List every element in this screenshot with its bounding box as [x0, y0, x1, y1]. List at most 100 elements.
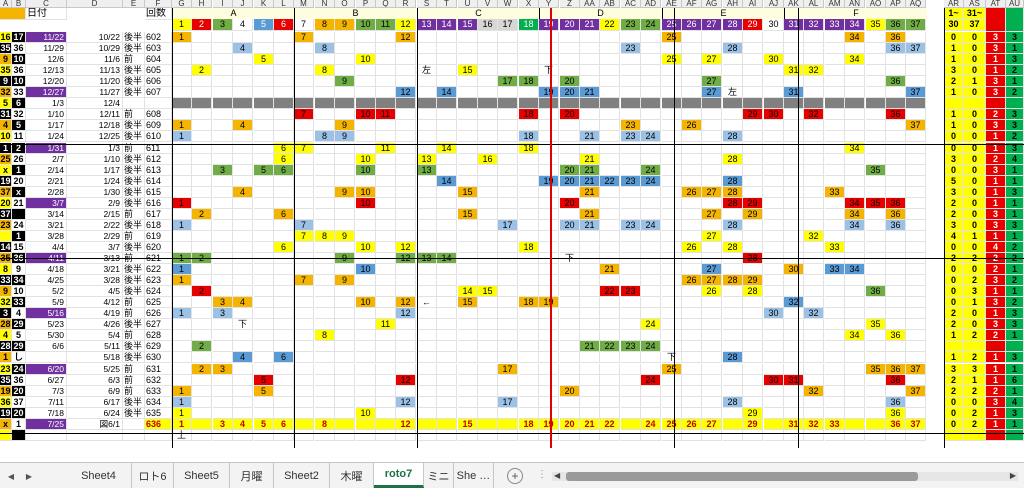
number-cell[interactable] [743, 131, 763, 142]
number-cell[interactable] [845, 375, 865, 386]
number-cell[interactable]: 1 [172, 32, 192, 43]
column-header[interactable]: K [254, 0, 274, 8]
number-cell[interactable]: 12 [396, 375, 416, 386]
number-cell[interactable] [723, 54, 743, 65]
number-cell[interactable] [172, 65, 192, 76]
number-cell[interactable] [784, 364, 804, 375]
number-cell[interactable] [662, 264, 682, 275]
number-cell[interactable] [866, 143, 886, 154]
number-cell[interactable] [172, 143, 192, 154]
number-cell[interactable] [294, 120, 314, 131]
number-cell[interactable] [764, 43, 784, 54]
row-date-c[interactable]: 5/2 [26, 286, 67, 297]
number-cell[interactable] [437, 264, 457, 275]
number-cell[interactable] [519, 286, 539, 297]
number-cell[interactable] [172, 330, 192, 341]
number-cell[interactable] [621, 386, 641, 397]
row-as[interactable]: 0 [964, 397, 986, 408]
row-date-c[interactable]: 3/28 [26, 231, 67, 242]
number-cell[interactable] [886, 430, 906, 441]
number-cell[interactable] [621, 297, 641, 308]
number-cell[interactable]: 25 [662, 54, 682, 65]
row-date-c[interactable]: 12/27 [26, 87, 67, 98]
number-cell[interactable] [254, 154, 274, 165]
number-cell[interactable] [519, 364, 539, 375]
number-cell[interactable]: 37 [906, 386, 926, 397]
number-cell[interactable] [274, 220, 294, 231]
number-cell[interactable] [539, 242, 559, 253]
number-cell[interactable] [498, 352, 518, 363]
number-cell[interactable] [662, 330, 682, 341]
number-cell[interactable]: 36 [886, 397, 906, 408]
number-cell[interactable] [478, 386, 498, 397]
number-cell[interactable]: 2 [192, 209, 212, 220]
number-cell[interactable] [254, 264, 274, 275]
row-cell-a[interactable]: 32 [0, 297, 12, 308]
number-cell[interactable] [764, 408, 784, 419]
number-cell[interactable]: 8 [315, 131, 335, 142]
number-cell[interactable] [621, 143, 641, 154]
number-cell[interactable] [335, 209, 355, 220]
number-cell[interactable] [743, 308, 763, 319]
number-cell[interactable] [458, 397, 478, 408]
number-cell[interactable] [274, 98, 294, 109]
number-cell[interactable] [478, 352, 498, 363]
number-cell[interactable] [315, 165, 335, 176]
row-half-e[interactable]: 後半 [123, 242, 145, 253]
number-cell[interactable]: 10 [356, 297, 376, 308]
number-cell[interactable] [539, 131, 559, 142]
number-cell[interactable] [498, 43, 518, 54]
number-cell[interactable]: 21 [580, 341, 600, 352]
row-at[interactable]: 1 [986, 375, 1006, 386]
number-cell[interactable] [723, 98, 743, 109]
number-cell[interactable] [723, 375, 743, 386]
number-cell[interactable] [866, 352, 886, 363]
column-header[interactable]: D [67, 0, 123, 8]
number-cell[interactable] [417, 54, 437, 65]
number-cell[interactable] [682, 386, 702, 397]
number-cell[interactable]: 4 [233, 352, 253, 363]
number-cell[interactable] [356, 87, 376, 98]
row-half-e[interactable]: 前 [123, 297, 145, 308]
number-cell[interactable] [621, 375, 641, 386]
number-cell[interactable] [335, 419, 355, 430]
number-cell[interactable] [396, 264, 416, 275]
number-cell[interactable] [376, 76, 396, 87]
number-cell[interactable] [764, 364, 784, 375]
number-cell[interactable] [825, 154, 845, 165]
number-cell[interactable] [560, 32, 580, 43]
number-cell[interactable] [723, 330, 743, 341]
number-cell[interactable] [560, 143, 580, 154]
number-cell[interactable] [825, 109, 845, 120]
row-at[interactable]: 1 [986, 408, 1006, 419]
number-cell[interactable]: 18 [519, 76, 539, 87]
row-at[interactable]: 1 [986, 198, 1006, 209]
number-cell[interactable] [539, 330, 559, 341]
row-at[interactable]: 1 [986, 352, 1006, 363]
number-cell[interactable]: 9 [335, 275, 355, 286]
number-cell[interactable] [376, 430, 396, 441]
number-cell[interactable]: 21 [600, 264, 620, 275]
row-cell-b[interactable]: 4 [12, 308, 26, 319]
row-cell-a[interactable]: 4 [0, 330, 12, 341]
row-cell-a[interactable]: x [0, 419, 12, 430]
number-cell[interactable] [600, 65, 620, 76]
number-cell[interactable] [192, 43, 212, 54]
number-cell[interactable]: 17 [498, 364, 518, 375]
number-cell[interactable] [743, 430, 763, 441]
row-ar[interactable]: 0 [944, 408, 964, 419]
row-cell-b[interactable]: x [12, 187, 26, 198]
number-cell[interactable] [213, 187, 233, 198]
number-cell[interactable]: 7 [294, 143, 314, 154]
number-cell[interactable] [560, 65, 580, 76]
number-cell[interactable] [662, 154, 682, 165]
row-ar[interactable]: 2 [944, 375, 964, 386]
number-cell[interactable]: 7 [294, 109, 314, 120]
number-cell[interactable] [539, 76, 559, 87]
number-cell[interactable] [437, 109, 457, 120]
number-cell[interactable] [539, 319, 559, 330]
number-cell[interactable]: 5 [254, 419, 274, 430]
number-cell[interactable] [560, 54, 580, 65]
number-cell[interactable] [396, 187, 416, 198]
number-cell[interactable] [458, 198, 478, 209]
